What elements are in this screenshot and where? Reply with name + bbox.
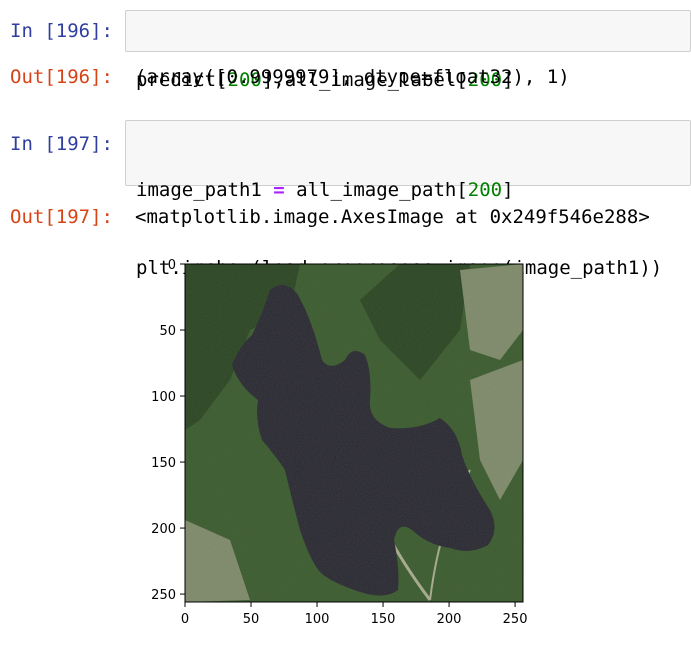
x-tick-label: 150 — [371, 612, 396, 627]
y-tick-label: 0 — [168, 258, 176, 273]
y-axis: 0 50 100 150 200 250 — [151, 258, 185, 603]
code-token: ],all_image_label[ — [261, 69, 468, 91]
output-text-196: (array([0.9999979], dtype=float32), 1) — [135, 66, 570, 88]
code-cell-196[interactable]: predict[200],all_image_label[200] — [125, 10, 691, 91]
x-tick-label: 200 — [437, 612, 462, 627]
code-token: ] — [502, 69, 514, 91]
code-line: predict[200],all_image_label[200] — [136, 67, 680, 93]
code-token: 200 — [467, 179, 503, 201]
code-token: image_path1 — [136, 179, 274, 201]
code-token: = — [273, 179, 285, 201]
code-token: 200 — [227, 69, 262, 91]
out-prompt-197: Out[197]: — [10, 206, 113, 228]
code-line: image_path1 = all_image_path[200] — [136, 177, 680, 203]
code-token: all_image_path[ — [284, 179, 468, 201]
in-prompt-197: In [197]: — [10, 133, 113, 155]
x-axis: 0 50 100 150 200 250 — [181, 602, 528, 627]
y-tick-label: 200 — [151, 522, 176, 537]
code-token: predict[ — [136, 69, 228, 91]
in-prompt-196: In [196]: — [10, 20, 113, 42]
code-cell-197[interactable]: image_path1 = all_image_path[200] plt.im… — [125, 120, 691, 279]
satellite-image — [185, 264, 523, 602]
y-tick-label: 50 — [159, 324, 176, 339]
output-text-197: <matplotlib.image.AxesImage at 0x249f546… — [135, 206, 650, 228]
x-tick-label: 100 — [305, 612, 330, 627]
x-tick-label: 250 — [503, 612, 528, 627]
x-tick-label: 50 — [243, 612, 260, 627]
x-tick-label: 0 — [181, 612, 189, 627]
y-tick-label: 100 — [151, 390, 176, 405]
out-prompt-196: Out[196]: — [10, 66, 113, 88]
code-token: ] — [502, 179, 514, 201]
code-token: 200 — [467, 69, 503, 91]
axes-frame — [184, 263, 524, 603]
y-tick-label: 150 — [151, 456, 176, 471]
y-tick-label: 250 — [151, 588, 176, 603]
